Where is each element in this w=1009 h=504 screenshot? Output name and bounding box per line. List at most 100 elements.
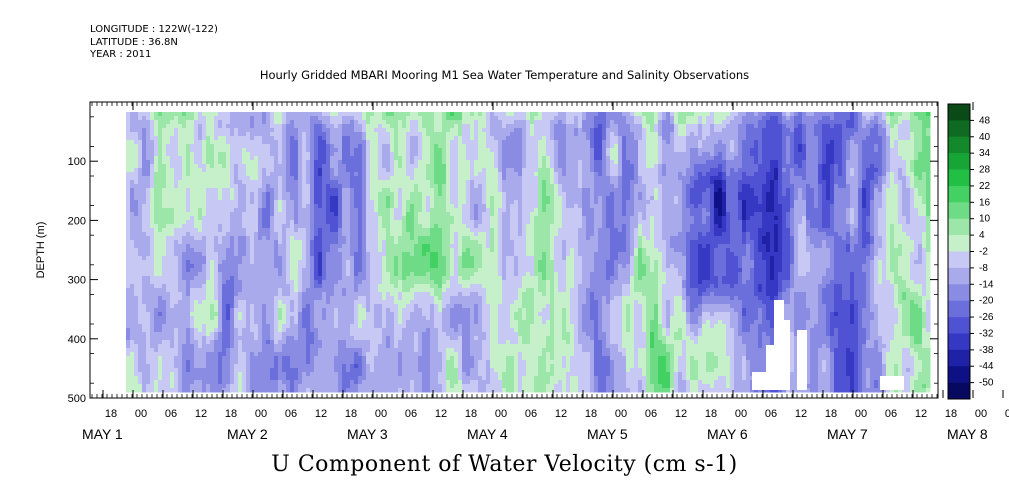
heatmap-cell: [170, 172, 175, 177]
heatmap-cell: [130, 236, 135, 241]
heatmap-cell: [154, 228, 159, 233]
heatmap-cell: [254, 200, 259, 205]
heatmap-cell: [366, 188, 371, 193]
heatmap-cell: [218, 124, 223, 129]
heatmap-cell: [374, 116, 379, 121]
heatmap-cell: [142, 224, 147, 229]
heatmap-cell: [278, 148, 283, 153]
heatmap-cell: [126, 196, 131, 201]
heatmap-cell: [282, 296, 287, 301]
heatmap-cell: [234, 168, 239, 173]
heatmap-cell: [274, 204, 279, 209]
heatmap-cell: [130, 352, 135, 357]
heatmap-cell: [326, 352, 331, 357]
heatmap-cell: [218, 248, 223, 253]
heatmap-cell: [154, 356, 159, 361]
heatmap-cell: [394, 352, 399, 357]
heatmap-cell: [222, 148, 227, 153]
heatmap-cell: [238, 144, 243, 149]
heatmap-cell: [270, 276, 275, 281]
heatmap-cell: [214, 276, 219, 281]
heatmap-cell: [310, 368, 315, 373]
heatmap-cell: [126, 344, 131, 349]
heatmap-cell: [302, 344, 307, 349]
heatmap-cell: [126, 124, 131, 129]
heatmap-cell: [342, 328, 347, 333]
heatmap-cell: [326, 368, 331, 373]
heatmap-cell: [350, 164, 355, 169]
heatmap-cell: [370, 320, 375, 325]
heatmap-cell: [354, 376, 359, 381]
heatmap-cell: [330, 368, 335, 373]
heatmap-cell: [282, 216, 287, 221]
heatmap-cell: [146, 216, 151, 221]
heatmap-cell: [226, 348, 231, 353]
heatmap-cell: [146, 348, 151, 353]
heatmap-cell: [406, 364, 411, 369]
heatmap-cell: [338, 296, 343, 301]
heatmap-cell: [206, 176, 211, 181]
heatmap-cell: [382, 176, 387, 181]
heatmap-cell: [250, 288, 255, 293]
heatmap-cell: [242, 120, 247, 125]
heatmap-cell: [406, 156, 411, 161]
heatmap-cell: [322, 328, 327, 333]
heatmap-cell: [278, 188, 283, 193]
heatmap-cell: [210, 248, 215, 253]
heatmap-cell: [186, 376, 191, 381]
heatmap-cell: [278, 128, 283, 133]
heatmap-cell: [346, 252, 351, 257]
heatmap-cell: [234, 224, 239, 229]
heatmap-cell: [286, 308, 291, 313]
heatmap-cell: [282, 176, 287, 181]
heatmap-cell: [286, 156, 291, 161]
heatmap-cell: [274, 164, 279, 169]
heatmap-cell: [366, 128, 371, 133]
heatmap-cell: [290, 304, 295, 309]
heatmap-cell: [314, 124, 319, 129]
heatmap-cell: [286, 180, 291, 185]
heatmap-cell: [138, 352, 143, 357]
heatmap-cell: [410, 144, 415, 149]
heatmap-cell: [230, 324, 235, 329]
heatmap-cell: [126, 336, 131, 341]
chart-title: Hourly Gridded MBARI Mooring M1 Sea Wate…: [259, 68, 750, 82]
heatmap-cell: [134, 236, 139, 241]
heatmap-cell: [354, 204, 359, 209]
heatmap-cell: [330, 180, 335, 185]
heatmap-cell: [270, 120, 275, 125]
heatmap-cell: [194, 192, 199, 197]
heatmap-cell: [178, 372, 183, 377]
heatmap-cell: [210, 348, 215, 353]
heatmap-cell: [166, 308, 171, 313]
heatmap-cell: [166, 204, 171, 209]
heatmap-cell: [394, 180, 399, 185]
heatmap-cell: [290, 160, 295, 165]
heatmap-cell: [230, 316, 235, 321]
heatmap-cell: [322, 312, 327, 317]
heatmap-cell: [362, 156, 367, 161]
heatmap-cell: [226, 272, 231, 277]
heatmap-cell: [178, 164, 183, 169]
heatmap-cell: [214, 240, 219, 245]
heatmap-cell: [346, 224, 351, 229]
heatmap-cell: [378, 360, 383, 365]
heatmap-cell: [178, 224, 183, 229]
heatmap-cell: [378, 276, 383, 281]
heatmap-cell: [330, 112, 335, 117]
heatmap-cell: [154, 268, 159, 273]
heatmap-cell: [194, 168, 199, 173]
heatmap-cell: [402, 384, 407, 389]
heatmap-cell: [318, 304, 323, 309]
heatmap-cell: [262, 200, 267, 205]
heatmap-cell: [182, 164, 187, 169]
heatmap-cell: [222, 132, 227, 137]
heatmap-cell: [158, 144, 163, 149]
heatmap-cell: [350, 200, 355, 205]
heatmap-cell: [386, 360, 391, 365]
heatmap-cell: [366, 336, 371, 341]
heatmap-cell: [250, 344, 255, 349]
heatmap-cell: [326, 260, 331, 265]
heatmap-cell: [250, 352, 255, 357]
heatmap-cell: [206, 308, 211, 313]
